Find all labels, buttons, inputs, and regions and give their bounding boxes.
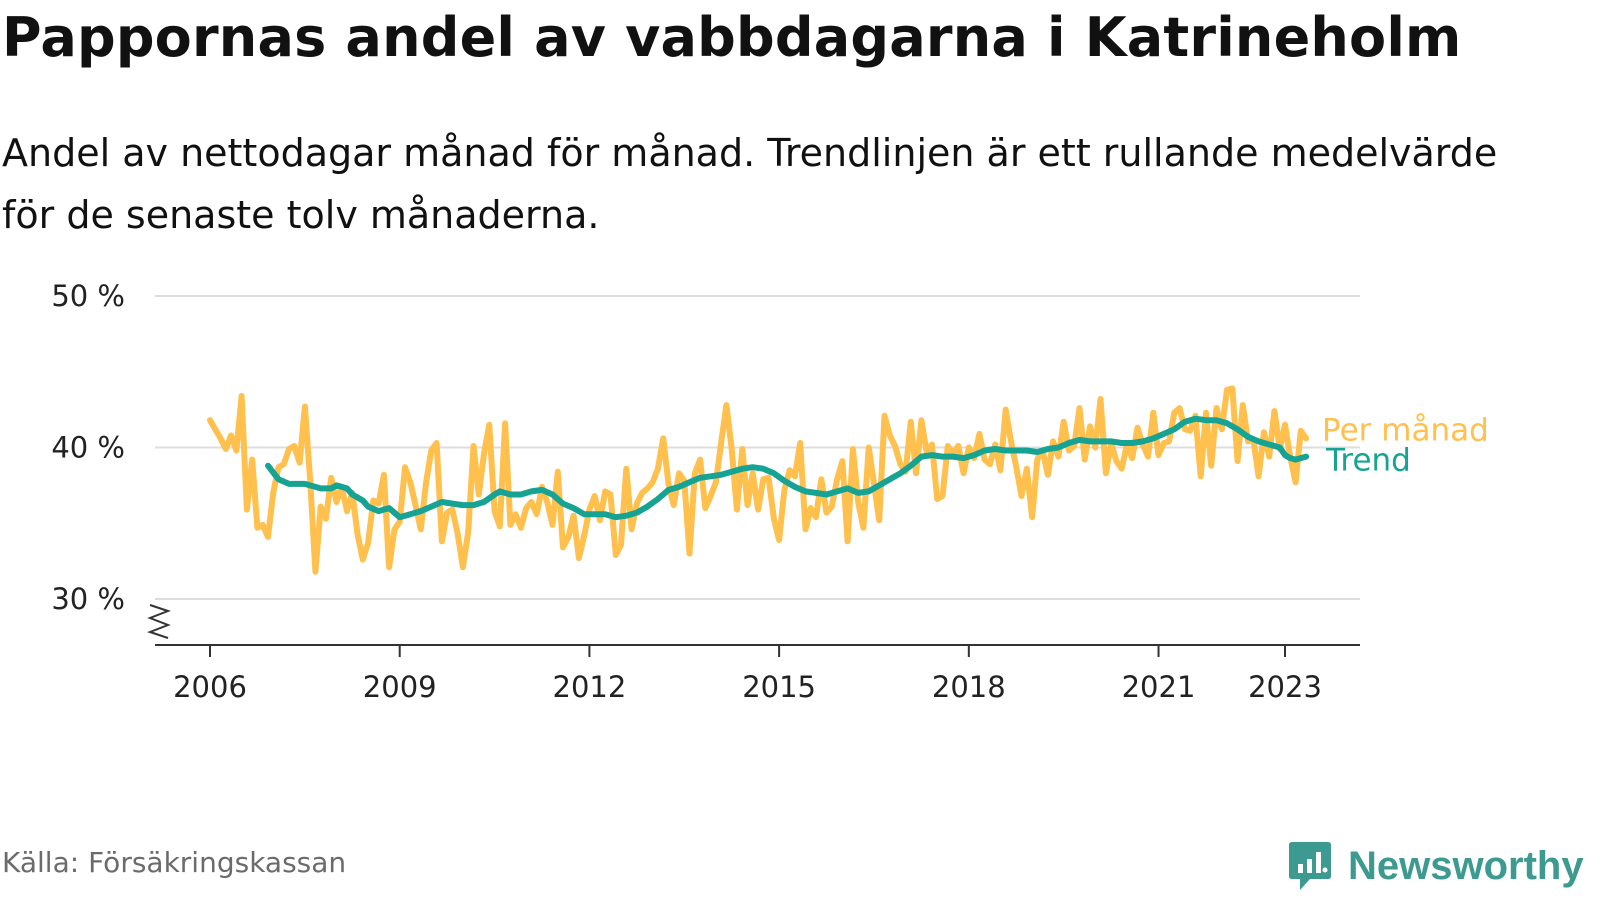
x-tick-label: 2021 [1122, 670, 1196, 704]
x-tick-label: 2006 [173, 670, 247, 704]
x-tick-label: 2023 [1248, 670, 1322, 704]
trend-label: Trend [1325, 443, 1411, 479]
monthly-label: Per månad [1322, 412, 1489, 448]
x-tick-label: 2018 [932, 670, 1006, 704]
chart-title: Pappornas andel av vabbdagarna i Katrine… [2, 6, 1462, 69]
axis-break-icon [147, 604, 171, 639]
chart-subtitle: Andel av nettodagar månad för månad. Tre… [2, 131, 1498, 237]
newsworthy-logo-icon [1289, 842, 1331, 890]
x-axis: 2006 2009 2012 2015 2018 2021 2023 [155, 644, 1360, 704]
y-tick-label: 30 % [51, 582, 125, 616]
grid-lines [155, 295, 1360, 600]
series-trend-line [265, 415, 1310, 521]
source-note: Källa: Försäkringskassan [2, 846, 347, 879]
brand-name: Newsworthy [1348, 843, 1584, 888]
y-axis-ticks: 30 % 40 % 50 % [51, 279, 171, 639]
x-tick-label: 2009 [363, 670, 437, 704]
x-tick-label: 2015 [742, 670, 816, 704]
series-group [207, 385, 1310, 575]
y-tick-label: 50 % [51, 279, 125, 313]
brand-logo: Newsworthy [1288, 836, 1584, 896]
line-chart: 30 % 40 % 50 % 2006 2009 2012 2015 2018 2021 202… [51, 279, 1489, 704]
x-tick-label: 2012 [553, 670, 627, 704]
series-monthly-line [207, 385, 1310, 575]
y-tick-label: 40 % [51, 431, 125, 465]
